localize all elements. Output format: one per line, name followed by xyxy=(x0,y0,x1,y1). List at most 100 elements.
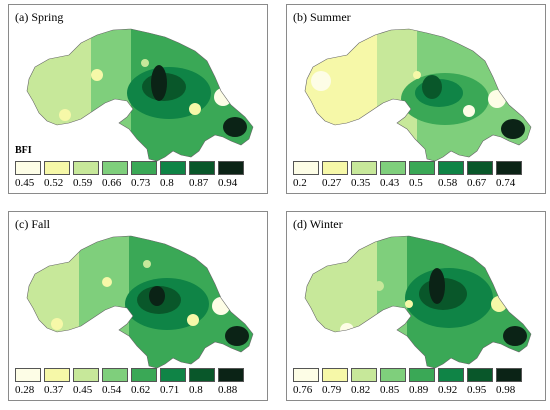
bfi-contour-zone xyxy=(405,300,413,308)
panel-title: (d) Winter xyxy=(293,217,343,231)
panel-title: (c) Fall xyxy=(15,217,50,231)
legend-swatch xyxy=(496,368,522,382)
bfi-map-spring xyxy=(26,28,254,162)
legend-swatch xyxy=(73,161,99,175)
map-panel-fall: (c) Fall 0.28 0.37 0.45 0.54 0.62 0.71 0.8 0.88 xyxy=(8,211,268,401)
legend-swatch xyxy=(409,368,435,382)
legend-tick: 0.59 xyxy=(73,177,93,189)
legend-tick: 0.85 xyxy=(380,384,400,396)
legend-tick: 0.82 xyxy=(351,384,371,396)
legend-swatch xyxy=(44,368,70,382)
legend-tick: 0.66 xyxy=(102,177,122,189)
legend-tick: 0.37 xyxy=(44,384,64,396)
bfi-contour-zone xyxy=(488,90,506,108)
map-panel-summer: (b) Summer 0.2 0.27 0.35 0.43 0.5 0.58 0.67 0.7… xyxy=(286,4,546,194)
legend-swatch xyxy=(293,368,319,382)
legend-swatch xyxy=(218,161,244,175)
legend-tick: 0.79 xyxy=(322,384,342,396)
legend-tick: 0.28 xyxy=(15,384,35,396)
legend-ticks: 0.76 0.79 0.82 0.85 0.89 0.92 0.95 0.98 xyxy=(293,384,525,396)
bfi-contour-zone xyxy=(225,326,249,346)
legend-tick: 0.74 xyxy=(496,177,516,189)
legend-tick: 0.88 xyxy=(218,384,238,396)
legend-swatch xyxy=(438,368,464,382)
bfi-map-summer xyxy=(304,28,532,162)
legend-swatch xyxy=(293,161,319,175)
legend-tick: 0.94 xyxy=(218,177,238,189)
legend-tick: 0.54 xyxy=(102,384,122,396)
legend-swatch xyxy=(102,161,128,175)
bfi-contour-zone xyxy=(143,260,151,268)
legend-swatch xyxy=(467,368,493,382)
legend-swatch xyxy=(131,368,157,382)
map-panel-winter: (d) Winter 0.76 0.79 0.82 0.85 0.89 0.92 0.95 0… xyxy=(286,211,546,401)
bfi-contour-zone xyxy=(141,59,149,67)
basin-outline xyxy=(304,235,532,369)
legend-swatch xyxy=(102,368,128,382)
bfi-contour-zone xyxy=(212,297,230,315)
panel-title: (b) Summer xyxy=(293,10,351,24)
bfi-contour-zone xyxy=(102,277,112,287)
legend-swatch xyxy=(496,161,522,175)
legend-tick: 0.35 xyxy=(351,177,371,189)
bfi-contour-zone xyxy=(501,119,525,139)
legend-swatch xyxy=(322,368,348,382)
basin-outline xyxy=(26,235,254,369)
legend-tick: 0.2 xyxy=(293,177,307,189)
color-legend xyxy=(293,368,525,382)
legend-swatch xyxy=(44,161,70,175)
basin-outline xyxy=(26,28,254,162)
bfi-contour-zone xyxy=(374,281,384,291)
bfi-contour-zone xyxy=(422,75,442,99)
bfi-contour-zone xyxy=(51,318,63,330)
legend-tick: 0.62 xyxy=(131,384,151,396)
legend-ticks: 0.2 0.27 0.35 0.43 0.5 0.58 0.67 0.74 xyxy=(293,177,525,189)
legend-tick: 0.8 xyxy=(189,384,203,396)
legend-tick: 0.71 xyxy=(160,384,180,396)
legend-swatch xyxy=(380,161,406,175)
legend-title: BFI xyxy=(15,145,32,156)
color-legend xyxy=(15,368,247,382)
legend-swatch xyxy=(160,161,186,175)
map-panel-spring: (a) Spring BFI 0.45 0.52 0.59 0.66 0.73 0.8 0.… xyxy=(8,4,268,194)
legend-tick: 0.95 xyxy=(467,384,487,396)
legend-swatch xyxy=(73,368,99,382)
legend-tick: 0.27 xyxy=(322,177,342,189)
legend-swatch xyxy=(409,161,435,175)
bfi-contour-zone xyxy=(91,69,103,81)
color-legend xyxy=(293,161,525,175)
bfi-contour-zone xyxy=(214,88,232,106)
legend-swatch xyxy=(351,161,377,175)
legend-tick: 0.98 xyxy=(496,384,516,396)
panel-title: (a) Spring xyxy=(15,10,64,24)
legend-tick: 0.73 xyxy=(131,177,151,189)
legend-tick: 0.8 xyxy=(160,177,174,189)
bfi-contour-zone xyxy=(429,268,445,304)
legend-tick: 0.43 xyxy=(380,177,400,189)
legend-tick: 0.45 xyxy=(15,177,35,189)
legend-swatch xyxy=(160,368,186,382)
legend-swatch xyxy=(218,368,244,382)
legend-ticks: 0.45 0.52 0.59 0.66 0.73 0.8 0.87 0.94 xyxy=(15,177,247,189)
legend-tick: 0.87 xyxy=(189,177,209,189)
bfi-map-winter xyxy=(304,235,532,369)
bfi-contour-zone xyxy=(187,314,199,326)
legend-swatch xyxy=(322,161,348,175)
legend-swatch xyxy=(189,368,215,382)
legend-tick: 0.5 xyxy=(409,177,423,189)
legend-swatch xyxy=(351,368,377,382)
legend-tick: 0.67 xyxy=(467,177,487,189)
legend-tick: 0.58 xyxy=(438,177,458,189)
bfi-contour-zone xyxy=(463,105,475,117)
bfi-contour-zone xyxy=(413,71,421,79)
legend-tick: 0.52 xyxy=(44,177,64,189)
bfi-contour-zone xyxy=(189,103,201,115)
basin-outline xyxy=(304,28,532,162)
bfi-map-fall xyxy=(26,235,254,369)
bfi-contour-zone xyxy=(223,117,247,137)
legend-swatch xyxy=(467,161,493,175)
legend-ticks: 0.28 0.37 0.45 0.54 0.62 0.71 0.8 0.88 xyxy=(15,384,247,396)
legend-swatch xyxy=(15,368,41,382)
legend-tick: 0.92 xyxy=(438,384,458,396)
bfi-contour-zone xyxy=(311,71,331,91)
